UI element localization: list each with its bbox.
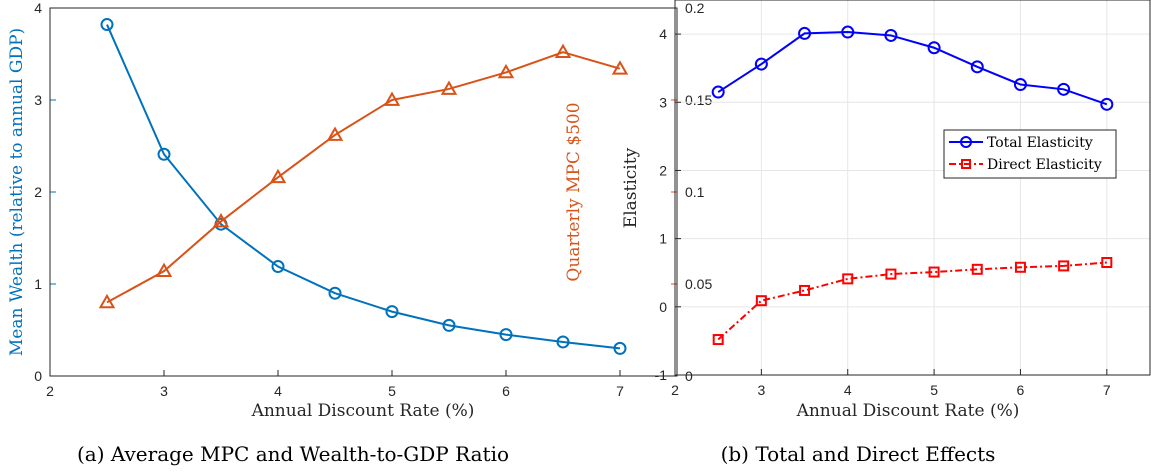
panel-a-caption: (a) Average MPC and Wealth-to-GDP Ratio bbox=[77, 442, 509, 466]
x-tick-label: 7 bbox=[616, 383, 624, 399]
panel-b-y-ticks: -1 0 1 2 3 4 bbox=[655, 26, 681, 383]
left-y-tick-label: 2 bbox=[34, 184, 42, 200]
data-point-1 bbox=[971, 263, 983, 275]
panel-a-x-label: Annual Discount Rate (%) bbox=[251, 401, 475, 421]
panel-b-x-ticks: 2 3 4 5 6 7 bbox=[671, 369, 1111, 398]
data-point-0 bbox=[385, 305, 399, 319]
y-tick-label: 0 bbox=[659, 299, 667, 315]
panel-b-grid bbox=[674, 0, 1150, 376]
series-line-1 bbox=[106, 51, 621, 304]
legend-direct-marker bbox=[961, 159, 971, 169]
panel-a-right-y-ticks: 0 0.05 0.1 0.15 0.2 bbox=[671, 0, 712, 384]
data-point-0 bbox=[927, 41, 941, 55]
data-point-0 bbox=[328, 286, 342, 300]
x-tick-label: 6 bbox=[502, 383, 510, 399]
data-point-0 bbox=[798, 26, 812, 40]
right-y-tick-label: 0 bbox=[685, 368, 693, 384]
data-point-1 bbox=[212, 212, 230, 228]
data-point-0 bbox=[613, 341, 627, 355]
data-point-1 bbox=[885, 268, 897, 280]
x-tick-label: 2 bbox=[46, 383, 54, 399]
legend-total-label: Total Elasticity bbox=[987, 135, 1093, 151]
panel-b-series bbox=[711, 25, 1114, 346]
legend-direct-label: Direct Elasticity bbox=[987, 157, 1102, 173]
data-point-0 bbox=[157, 147, 171, 161]
data-point-1 bbox=[611, 60, 629, 75]
data-point-1 bbox=[755, 295, 767, 307]
x-tick-label: 5 bbox=[930, 382, 938, 398]
data-point-0 bbox=[754, 57, 768, 71]
right-y-tick-label: 0.2 bbox=[685, 0, 705, 16]
data-point-1 bbox=[383, 91, 401, 106]
data-point-0 bbox=[100, 18, 114, 32]
panel-a: 2 3 4 5 6 7 0 1 2 3 4 0 0.05 0.1 0.15 0.2 Annual Disc… bbox=[7, 0, 712, 466]
panel-a-axes-box bbox=[49, 7, 678, 377]
panel-a-left-y-label: Mean Wealth (relative to annual GDP) bbox=[7, 28, 27, 356]
data-point-1 bbox=[554, 43, 572, 59]
data-point-1 bbox=[799, 284, 811, 296]
data-point-0 bbox=[970, 60, 984, 74]
x-tick-label: 2 bbox=[671, 382, 679, 398]
x-tick-label: 3 bbox=[160, 383, 168, 399]
left-y-tick-label: 3 bbox=[34, 92, 42, 108]
panel-a-left-y-ticks: 0 1 2 3 4 bbox=[34, 0, 56, 384]
y-tick-label: 3 bbox=[659, 94, 667, 110]
panel-a-right-y-label: Quarterly MPC $500 bbox=[564, 102, 584, 281]
series-line-0 bbox=[717, 31, 1108, 106]
data-point-1 bbox=[326, 126, 344, 141]
data-point-0 bbox=[1013, 78, 1027, 92]
data-point-1 bbox=[842, 273, 854, 285]
legend-total-marker bbox=[960, 136, 972, 148]
data-point-1 bbox=[712, 334, 724, 346]
panel-a-series bbox=[98, 18, 629, 355]
left-y-tick-label: 0 bbox=[34, 368, 42, 384]
panel-a-x-ticks: 2 3 4 5 6 7 bbox=[46, 370, 624, 399]
y-tick-label: 2 bbox=[659, 162, 667, 178]
legend-box bbox=[943, 129, 1117, 179]
panel-b: 2 3 4 5 6 7 -1 0 1 2 3 4 Total Elasticity Direct E… bbox=[621, 0, 1151, 466]
x-tick-label: 3 bbox=[757, 382, 765, 398]
panel-b-legend: Total Elasticity Direct Elasticity bbox=[943, 129, 1117, 179]
data-point-0 bbox=[1100, 97, 1114, 111]
data-point-1 bbox=[1058, 260, 1070, 272]
x-tick-label: 4 bbox=[274, 383, 282, 399]
panel-b-caption: (b) Total and Direct Effects bbox=[721, 442, 996, 466]
data-point-1 bbox=[269, 168, 287, 184]
series-line-1 bbox=[717, 261, 1107, 341]
data-point-0 bbox=[556, 335, 570, 349]
data-point-0 bbox=[442, 318, 456, 332]
y-tick-label: -1 bbox=[655, 367, 668, 383]
data-point-0 bbox=[499, 328, 513, 342]
data-point-1 bbox=[98, 293, 116, 309]
right-y-tick-label: 0.1 bbox=[685, 184, 705, 200]
left-y-tick-label: 4 bbox=[34, 0, 42, 16]
right-y-tick-label: 0.05 bbox=[685, 276, 712, 292]
data-point-1 bbox=[1101, 257, 1113, 268]
data-point-0 bbox=[841, 25, 855, 39]
data-point-0 bbox=[884, 28, 898, 42]
panel-b-y-label: Elasticity bbox=[621, 147, 641, 228]
right-y-tick-label: 0.15 bbox=[685, 92, 712, 108]
data-point-0 bbox=[1057, 82, 1071, 96]
data-point-1 bbox=[440, 80, 458, 95]
x-tick-label: 7 bbox=[1103, 382, 1111, 398]
y-tick-label: 4 bbox=[659, 26, 667, 42]
x-tick-label: 5 bbox=[388, 383, 396, 399]
data-point-1 bbox=[497, 63, 515, 79]
data-point-1 bbox=[928, 266, 940, 278]
x-tick-label: 6 bbox=[1017, 382, 1025, 398]
data-point-0 bbox=[271, 260, 285, 274]
data-point-0 bbox=[711, 85, 725, 99]
series-line-0 bbox=[106, 24, 621, 350]
data-point-1 bbox=[155, 262, 173, 277]
panel-b-x-label: Annual Discount Rate (%) bbox=[796, 401, 1020, 421]
panel-b-axes-box bbox=[674, 0, 1151, 376]
x-tick-label: 4 bbox=[844, 382, 852, 398]
data-point-1 bbox=[1014, 261, 1026, 273]
y-tick-label: 1 bbox=[659, 231, 667, 247]
left-y-tick-label: 1 bbox=[34, 276, 42, 292]
